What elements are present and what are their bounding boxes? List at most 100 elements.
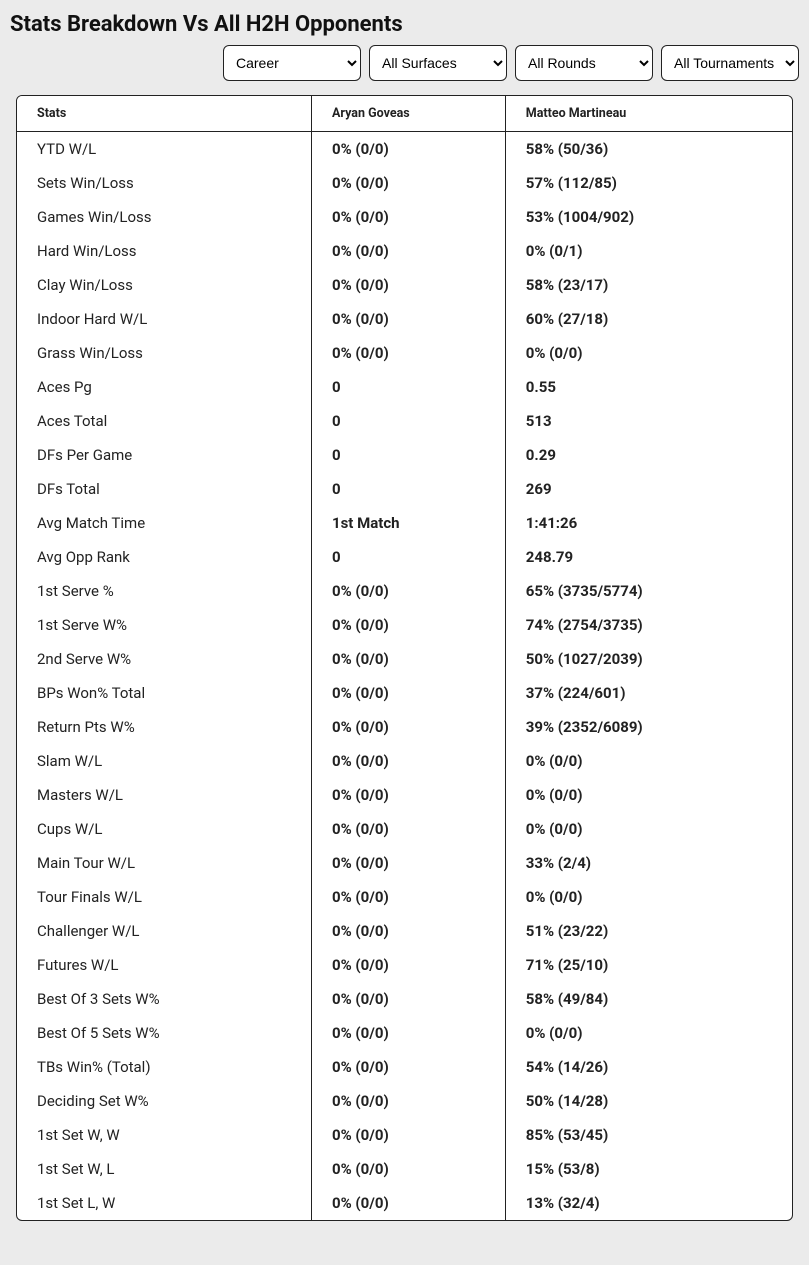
stat-value: 0% (0/0) xyxy=(312,846,506,880)
table-row: Avg Opp Rank0248.79 xyxy=(17,540,792,574)
table-row: Slam W/L0% (0/0)0% (0/0) xyxy=(17,744,792,778)
stat-value: 53% (1004/902) xyxy=(505,200,792,234)
col-player2: Matteo Martineau xyxy=(505,96,792,132)
table-row: 1st Set W, W0% (0/0)85% (53/45) xyxy=(17,1118,792,1152)
stat-value: 0% (0/0) xyxy=(505,336,792,370)
filter-bar: Career All Surfaces All Rounds All Tourn… xyxy=(0,45,809,95)
stat-value: 50% (1027/2039) xyxy=(505,642,792,676)
filter-surface[interactable]: All Surfaces xyxy=(369,45,507,81)
table-row: Tour Finals W/L0% (0/0)0% (0/0) xyxy=(17,880,792,914)
stat-label: Challenger W/L xyxy=(17,914,312,948)
table-row: 1st Set L, W0% (0/0)13% (32/4) xyxy=(17,1186,792,1220)
stat-value: 0 xyxy=(312,438,506,472)
stat-label: Indoor Hard W/L xyxy=(17,302,312,336)
stat-value: 269 xyxy=(505,472,792,506)
stat-value: 0% (0/0) xyxy=(505,744,792,778)
table-row: Cups W/L0% (0/0)0% (0/0) xyxy=(17,812,792,846)
table-row: Return Pts W%0% (0/0)39% (2352/6089) xyxy=(17,710,792,744)
stat-value: 0% (0/1) xyxy=(505,234,792,268)
stat-label: Hard Win/Loss xyxy=(17,234,312,268)
stat-label: DFs Per Game xyxy=(17,438,312,472)
table-row: DFs Per Game00.29 xyxy=(17,438,792,472)
stat-label: YTD W/L xyxy=(17,132,312,167)
table-row: 1st Set W, L0% (0/0)15% (53/8) xyxy=(17,1152,792,1186)
stat-label: 1st Set W, W xyxy=(17,1118,312,1152)
stat-value: 39% (2352/6089) xyxy=(505,710,792,744)
col-player1: Aryan Goveas xyxy=(312,96,506,132)
table-row: Indoor Hard W/L0% (0/0)60% (27/18) xyxy=(17,302,792,336)
stat-value: 13% (32/4) xyxy=(505,1186,792,1220)
table-row: Grass Win/Loss0% (0/0)0% (0/0) xyxy=(17,336,792,370)
table-row: Avg Match Time1st Match1:41:26 xyxy=(17,506,792,540)
table-row: Deciding Set W%0% (0/0)50% (14/28) xyxy=(17,1084,792,1118)
stat-value: 0% (0/0) xyxy=(312,1186,506,1220)
stat-value: 71% (25/10) xyxy=(505,948,792,982)
stat-value: 0 xyxy=(312,540,506,574)
stat-value: 0% (0/0) xyxy=(312,812,506,846)
stat-value: 0% (0/0) xyxy=(312,166,506,200)
stat-value: 0% (0/0) xyxy=(505,880,792,914)
stat-value: 37% (224/601) xyxy=(505,676,792,710)
stat-value: 0% (0/0) xyxy=(312,1016,506,1050)
stats-table-container: Stats Aryan Goveas Matteo Martineau YTD … xyxy=(16,95,793,1221)
table-row: 1st Serve W%0% (0/0)74% (2754/3735) xyxy=(17,608,792,642)
stat-label: Best Of 5 Sets W% xyxy=(17,1016,312,1050)
page-title: Stats Breakdown Vs All H2H Opponents xyxy=(0,0,809,45)
stat-value: 1:41:26 xyxy=(505,506,792,540)
table-row: BPs Won% Total0% (0/0)37% (224/601) xyxy=(17,676,792,710)
table-row: Clay Win/Loss0% (0/0)58% (23/17) xyxy=(17,268,792,302)
stat-value: 0% (0/0) xyxy=(312,336,506,370)
stat-value: 1st Match xyxy=(312,506,506,540)
stat-value: 54% (14/26) xyxy=(505,1050,792,1084)
stats-table: Stats Aryan Goveas Matteo Martineau YTD … xyxy=(17,96,792,1220)
stat-label: Masters W/L xyxy=(17,778,312,812)
table-row: Best Of 5 Sets W%0% (0/0)0% (0/0) xyxy=(17,1016,792,1050)
stat-label: 1st Serve W% xyxy=(17,608,312,642)
stat-label: Slam W/L xyxy=(17,744,312,778)
table-row: 1st Serve %0% (0/0)65% (3735/5774) xyxy=(17,574,792,608)
stat-label: Cups W/L xyxy=(17,812,312,846)
table-row: Aces Pg00.55 xyxy=(17,370,792,404)
filter-tournament[interactable]: All Tournaments xyxy=(661,45,799,81)
stat-value: 0% (0/0) xyxy=(312,948,506,982)
stat-value: 0.29 xyxy=(505,438,792,472)
stat-label: Aces Pg xyxy=(17,370,312,404)
stat-label: Best Of 3 Sets W% xyxy=(17,982,312,1016)
table-row: DFs Total0269 xyxy=(17,472,792,506)
filter-round[interactable]: All Rounds xyxy=(515,45,653,81)
stat-value: 0% (0/0) xyxy=(312,982,506,1016)
stat-value: 0% (0/0) xyxy=(312,268,506,302)
stat-value: 0% (0/0) xyxy=(505,1016,792,1050)
table-row: Hard Win/Loss0% (0/0)0% (0/1) xyxy=(17,234,792,268)
stat-value: 0% (0/0) xyxy=(312,744,506,778)
stat-label: 1st Set W, L xyxy=(17,1152,312,1186)
stat-label: BPs Won% Total xyxy=(17,676,312,710)
stat-value: 65% (3735/5774) xyxy=(505,574,792,608)
stat-value: 0% (0/0) xyxy=(312,642,506,676)
stat-value: 0% (0/0) xyxy=(312,880,506,914)
table-row: Masters W/L0% (0/0)0% (0/0) xyxy=(17,778,792,812)
filter-period[interactable]: Career xyxy=(223,45,361,81)
table-row: TBs Win% (Total)0% (0/0)54% (14/26) xyxy=(17,1050,792,1084)
stat-label: Games Win/Loss xyxy=(17,200,312,234)
stat-label: Avg Opp Rank xyxy=(17,540,312,574)
stat-value: 51% (23/22) xyxy=(505,914,792,948)
table-row: Challenger W/L0% (0/0)51% (23/22) xyxy=(17,914,792,948)
stat-value: 60% (27/18) xyxy=(505,302,792,336)
stat-value: 85% (53/45) xyxy=(505,1118,792,1152)
stat-value: 248.79 xyxy=(505,540,792,574)
stat-value: 0% (0/0) xyxy=(312,1118,506,1152)
stat-value: 0 xyxy=(312,370,506,404)
table-row: 2nd Serve W%0% (0/0)50% (1027/2039) xyxy=(17,642,792,676)
table-row: Aces Total0513 xyxy=(17,404,792,438)
table-row: YTD W/L0% (0/0)58% (50/36) xyxy=(17,132,792,167)
stat-value: 0.55 xyxy=(505,370,792,404)
stat-value: 0% (0/0) xyxy=(312,608,506,642)
stat-value: 0% (0/0) xyxy=(312,1050,506,1084)
stat-label: Return Pts W% xyxy=(17,710,312,744)
stat-value: 58% (49/84) xyxy=(505,982,792,1016)
stat-label: Sets Win/Loss xyxy=(17,166,312,200)
stat-value: 0% (0/0) xyxy=(312,778,506,812)
stat-label: Deciding Set W% xyxy=(17,1084,312,1118)
stat-value: 58% (23/17) xyxy=(505,268,792,302)
